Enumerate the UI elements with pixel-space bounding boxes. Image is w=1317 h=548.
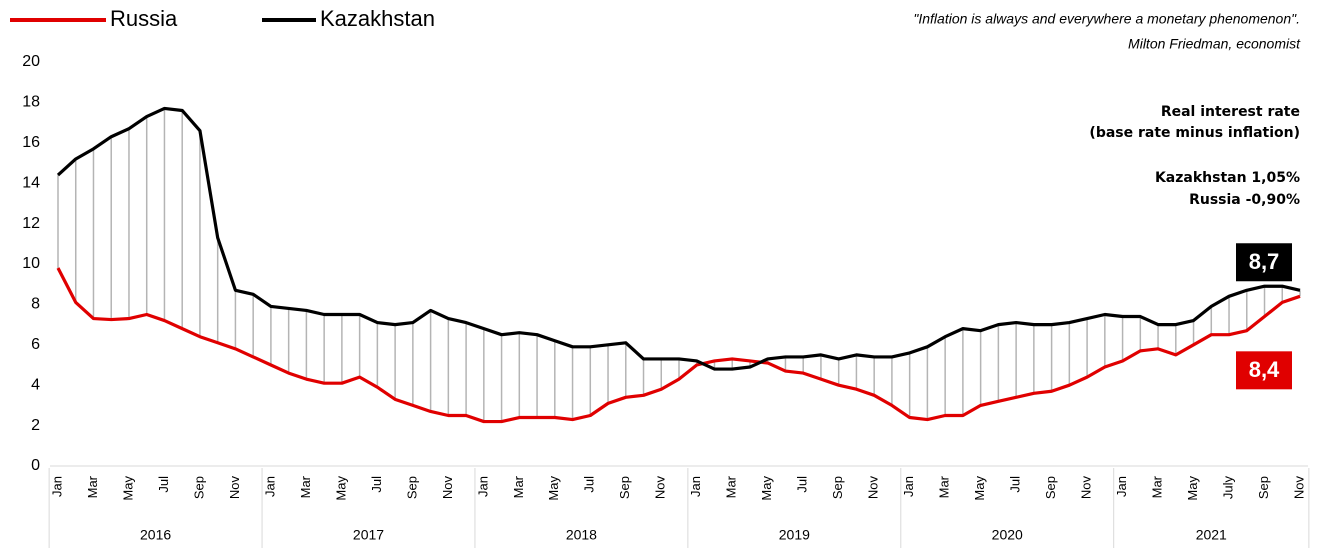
y-tick-label: 8 bbox=[31, 296, 40, 313]
x-tick-label: Mar bbox=[298, 475, 313, 498]
y-tick-label: 10 bbox=[22, 255, 40, 272]
x-tick-label: Mar bbox=[85, 475, 100, 498]
year-label: 2018 bbox=[566, 527, 597, 543]
x-tick-label: Jul bbox=[1008, 476, 1023, 493]
year-label: 2020 bbox=[992, 527, 1023, 543]
y-tick-label: 16 bbox=[22, 134, 40, 151]
y-tick-label: 12 bbox=[22, 215, 40, 232]
x-tick-label: May bbox=[120, 476, 135, 501]
y-tick-label: 14 bbox=[22, 174, 40, 191]
x-tick-label: Jul bbox=[582, 476, 597, 493]
year-label: 2016 bbox=[140, 527, 171, 543]
x-tick-label: Jan bbox=[1114, 476, 1129, 497]
annotation: Real interest rate bbox=[1161, 104, 1300, 120]
x-tick-label: Sep bbox=[191, 476, 206, 499]
y-tick-label: 2 bbox=[31, 417, 40, 434]
series-line bbox=[56, 267, 1301, 424]
annotation: (base rate minus inflation) bbox=[1089, 125, 1300, 141]
x-tick-label: Jan bbox=[262, 476, 277, 497]
x-tick-label: May bbox=[546, 476, 561, 501]
annotation: Russia -0,90% bbox=[1189, 192, 1300, 208]
y-tick-label: 18 bbox=[22, 94, 40, 111]
x-tick-label: Nov bbox=[227, 476, 242, 500]
x-tick-label: Jul bbox=[156, 476, 171, 493]
x-tick-label: May bbox=[972, 476, 987, 501]
x-tick-label: Nov bbox=[1291, 476, 1306, 500]
x-tick-label: Sep bbox=[1043, 476, 1058, 499]
end-label-box bbox=[1236, 243, 1292, 282]
x-tick-label: Nov bbox=[440, 476, 455, 500]
y-tick-label: 0 bbox=[31, 457, 40, 474]
x-tick-label: Jan bbox=[475, 476, 490, 497]
x-tick-label: May bbox=[1185, 476, 1200, 501]
x-tick-label: Nov bbox=[866, 476, 881, 500]
end-label-box bbox=[1236, 351, 1292, 390]
x-tick-label: Mar bbox=[724, 475, 739, 498]
x-tick-label: Jan bbox=[688, 476, 703, 497]
x-tick-label: Jan bbox=[49, 476, 64, 497]
year-label: 2019 bbox=[779, 527, 810, 543]
x-tick-label: Mar bbox=[1149, 475, 1164, 498]
quote-author: Milton Friedman, economist bbox=[1128, 36, 1301, 52]
y-tick-label: 4 bbox=[31, 376, 40, 393]
x-tick-label: July bbox=[1220, 476, 1235, 500]
annotation: Kazakhstan 1,05% bbox=[1155, 170, 1300, 186]
legend-label: Kazakhstan bbox=[320, 6, 435, 31]
x-tick-label: Sep bbox=[404, 476, 419, 499]
end-label: 8,7 bbox=[1249, 249, 1280, 274]
y-tick-label: 6 bbox=[31, 336, 40, 353]
x-tick-label: Nov bbox=[1079, 476, 1094, 500]
series-line bbox=[56, 106, 1301, 371]
x-tick-label: Sep bbox=[1256, 476, 1271, 499]
quote: "Inflation is always and everywhere a mo… bbox=[913, 11, 1300, 27]
x-tick-label: Sep bbox=[617, 476, 632, 499]
x-tick-label: Nov bbox=[653, 476, 668, 500]
x-tick-label: Jul bbox=[369, 476, 384, 493]
x-tick-label: May bbox=[759, 476, 774, 501]
year-label: 2021 bbox=[1196, 527, 1227, 543]
x-tick-label: Jan bbox=[901, 476, 916, 497]
x-tick-label: Mar bbox=[937, 475, 952, 498]
x-tick-label: May bbox=[333, 476, 348, 501]
year-label: 2017 bbox=[353, 527, 384, 543]
legend-label: Russia bbox=[110, 6, 178, 31]
y-tick-label: 20 bbox=[22, 53, 40, 70]
x-tick-label: Jul bbox=[795, 476, 810, 493]
end-label: 8,4 bbox=[1249, 357, 1280, 382]
x-tick-label: Mar bbox=[511, 475, 526, 498]
x-tick-label: Sep bbox=[830, 476, 845, 499]
